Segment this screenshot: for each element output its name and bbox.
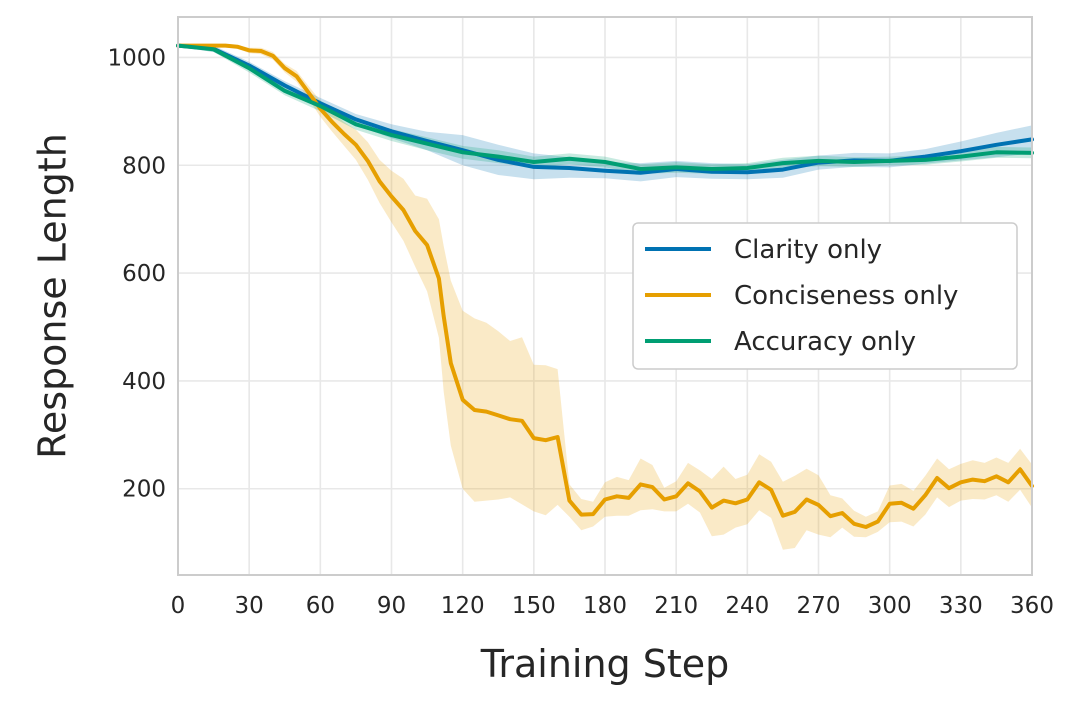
band-clarity-only <box>178 44 1032 182</box>
plot-frame <box>177 16 1033 576</box>
x-tick-label: 150 <box>512 593 556 619</box>
x-tick-label: 240 <box>725 593 769 619</box>
legend: Clarity only Conciseness only Accuracy onl… <box>632 222 1018 370</box>
x-tick-label: 60 <box>306 593 335 619</box>
x-tick-label: 120 <box>441 593 485 619</box>
band-accuracy-only <box>178 44 1032 174</box>
y-tick-label: 600 <box>122 261 166 287</box>
y-tick-labels: 200 400 600 800 1000 <box>107 45 166 502</box>
y-tick-label: 400 <box>122 369 166 395</box>
x-tick-label: 30 <box>235 593 264 619</box>
legend-label-clarity-only: Clarity only <box>734 235 882 265</box>
y-tick-label: 200 <box>122 477 166 503</box>
x-tick-label: 180 <box>583 593 627 619</box>
x-tick-label: 300 <box>868 593 912 619</box>
band-conciseness-only <box>178 45 1032 550</box>
x-tick-label: 210 <box>654 593 698 619</box>
y-tick-label: 800 <box>122 153 166 179</box>
x-tick-label: 330 <box>939 593 983 619</box>
line-conciseness-only <box>176 43 1034 529</box>
x-tick-label: 360 <box>1010 593 1054 619</box>
x-tick-labels: 0 30 60 90 120 150 180 210 240 270 300 330 360 <box>171 593 1054 619</box>
y-axis-title: Response Length <box>30 133 74 459</box>
legend-box <box>632 222 1018 370</box>
line-accuracy-only <box>176 43 1034 171</box>
x-axis-title: Training Step <box>480 642 730 686</box>
y-tick-label: 1000 <box>107 45 166 71</box>
legend-label-accuracy-only: Accuracy only <box>734 327 916 357</box>
x-tick-label: 270 <box>797 593 841 619</box>
x-tick-label: 0 <box>171 593 186 619</box>
legend-label-conciseness-only: Conciseness only <box>734 281 958 311</box>
series-lines <box>176 43 1034 529</box>
confidence-bands <box>178 44 1032 550</box>
x-tick-label: 90 <box>377 593 406 619</box>
